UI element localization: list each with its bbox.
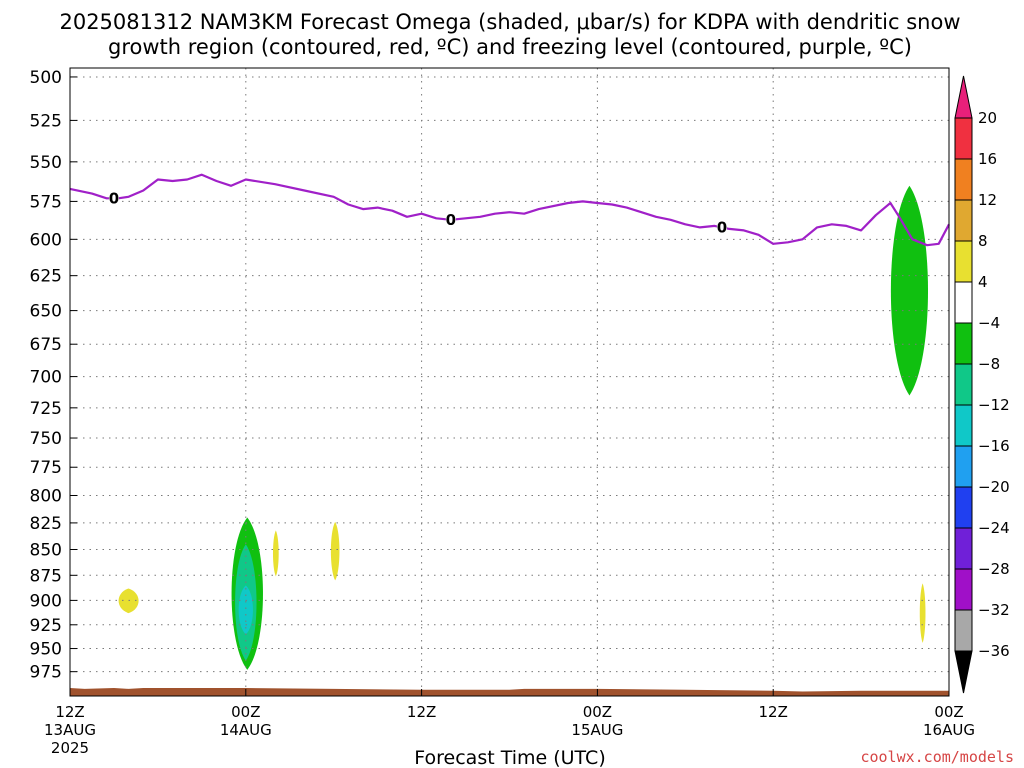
x-tick-label-time: 12Z (759, 703, 788, 721)
plot-frame (69, 67, 950, 697)
colorbar-bin (954, 527, 973, 570)
colorbar-bin (954, 117, 973, 160)
colorbar-label: −24 (978, 519, 1010, 537)
y-tick-label: 700 (30, 368, 62, 388)
colorbar-label: 12 (978, 191, 997, 209)
colorbar-bin (954, 281, 973, 324)
x-tick-label-date: 14AUG (220, 721, 272, 739)
colorbar-label: −12 (978, 396, 1010, 414)
freezing-label-bg (108, 190, 119, 206)
y-tick-label: 525 (30, 111, 62, 131)
colorbar-bin (954, 568, 973, 611)
y-tick-label: 675 (30, 335, 62, 355)
y-tick-label: 825 (30, 514, 62, 534)
omega-region-7 (890, 185, 929, 396)
grid-lines (69, 68, 950, 696)
freezing-level-line (69, 173, 950, 247)
colorbar-bin (954, 240, 973, 283)
colorbar-bin (954, 609, 973, 652)
colorbar-bin (954, 363, 973, 406)
y-tick-label: 600 (30, 230, 62, 250)
colorbar-bottom-arrow (954, 650, 973, 694)
colorbar-label: −28 (978, 560, 1010, 578)
x-tick-label-year: 2025 (51, 739, 89, 757)
colorbar-bin (954, 158, 973, 201)
colorbar-bin (954, 486, 973, 529)
y-tick-label: 625 (30, 267, 62, 287)
colorbar-bin (954, 199, 973, 242)
x-tick-label-time: 00Z (231, 703, 260, 721)
colorbar-label: −4 (978, 314, 1000, 332)
x-tick-label-time: 12Z (407, 703, 436, 721)
freezing-level-label: 0 (109, 189, 119, 207)
colorbar-label: 20 (978, 109, 997, 127)
colorbar-bin (954, 445, 973, 488)
colorbar-label: −36 (978, 642, 1010, 660)
freezing-level-layer: 0 0 0 (69, 173, 950, 247)
colorbar-bin (954, 404, 973, 447)
x-tick-label-time: 00Z (934, 703, 963, 721)
y-tick-label: 900 (30, 591, 62, 611)
colorbar-top-arrow (954, 75, 973, 119)
omega-shaded-regions (118, 185, 929, 670)
chart-title-line-2: growth region (contoured, red, ºC) and f… (108, 35, 912, 59)
y-tick-label: 975 (30, 663, 62, 683)
x-tick-label-time: 12Z (55, 703, 84, 721)
freezing-level-label: 0 (717, 218, 727, 236)
x-axis-label: Forecast Time (UTC) (414, 747, 605, 768)
omega-region-6 (919, 583, 926, 643)
freezing-label-bg (716, 219, 727, 235)
y-tick-label: 750 (30, 429, 62, 449)
y-tick-label: 800 (30, 487, 62, 507)
terrain-layer (70, 688, 949, 696)
colorbar: 20 16 12 8 4 −4 −8 −12 −16 −20 −24 −28 −32 −36 (954, 75, 1010, 694)
x-tick-label-date: 15AUG (571, 721, 623, 739)
terrain-band (70, 688, 949, 696)
y-tick-label: 650 (30, 302, 62, 322)
chart-title-line-1: 2025081312 NAM3KM Forecast Omega (shaded… (59, 10, 960, 34)
x-tick-label-date: 16AUG (923, 721, 975, 739)
y-tick-label: 775 (30, 458, 62, 478)
y-tick-label: 550 (30, 153, 62, 173)
y-tick-label: 950 (30, 640, 62, 660)
x-tick-label-date: 13AUG (44, 721, 96, 739)
omega-region-2 (238, 585, 253, 635)
y-tick-label: 500 (30, 68, 62, 88)
y-tick-label: 850 (30, 540, 62, 560)
colorbar-label: −32 (978, 601, 1010, 619)
credit-text: coolwx.com/models (860, 748, 1014, 766)
colorbar-label: −16 (978, 437, 1010, 455)
colorbar-label: −20 (978, 478, 1010, 496)
x-tick-label-time: 00Z (583, 703, 612, 721)
y-tick-label: 875 (30, 566, 62, 586)
freezing-level-label: 0 (446, 211, 456, 229)
y-axis: 500 525 550 575 600 625 650 675 700 725 750 775 800 8… (30, 68, 77, 683)
colorbar-label: 4 (978, 273, 988, 291)
omega-region-4 (272, 530, 279, 577)
y-tick-label: 925 (30, 616, 62, 636)
omega-region-5 (330, 521, 340, 581)
colorbar-label: 8 (978, 232, 988, 250)
colorbar-bin (954, 322, 973, 365)
y-tick-label: 725 (30, 399, 62, 419)
colorbar-label: 16 (978, 150, 997, 168)
freezing-label-bg (445, 211, 456, 227)
colorbar-label: −8 (978, 355, 1000, 373)
y-tick-label: 575 (30, 192, 62, 212)
